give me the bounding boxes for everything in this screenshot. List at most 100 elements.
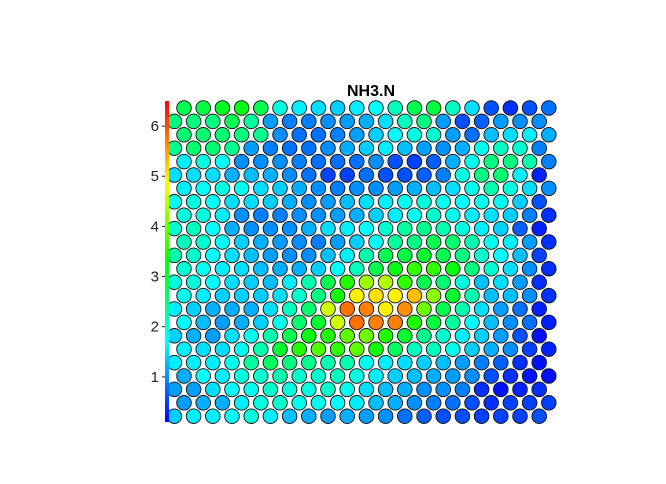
map-cell (454, 328, 471, 344)
map-cell (224, 194, 240, 210)
map-cell (493, 301, 509, 317)
map-cell (176, 153, 192, 170)
map-cell (358, 328, 375, 344)
map-cell (329, 314, 346, 331)
map-cell (320, 301, 336, 317)
map-cell (473, 194, 490, 210)
map-cell (233, 100, 250, 116)
map-cell (406, 287, 423, 304)
map-cell (320, 247, 336, 264)
map-cell (310, 395, 327, 411)
map-cell (502, 127, 519, 143)
map-cell (493, 354, 509, 371)
map-cell (454, 167, 471, 183)
map-cell (454, 140, 471, 156)
map-cell (541, 314, 557, 331)
map-cell (435, 194, 451, 210)
map-cell (349, 127, 365, 143)
map-cell (243, 354, 259, 371)
map-cell (435, 167, 451, 183)
map-cell (368, 314, 384, 331)
map-cell (473, 274, 490, 290)
map-cell (329, 261, 346, 277)
map-cell (377, 140, 394, 156)
map-cell (301, 220, 317, 237)
map-cell (243, 167, 259, 183)
map-cell (233, 261, 250, 277)
map-cell (195, 261, 211, 277)
map-cell (435, 113, 451, 130)
map-cell (262, 220, 279, 237)
map-cell (320, 113, 336, 130)
map-cell (531, 301, 547, 317)
map-cell (214, 180, 231, 197)
map-cell (205, 167, 221, 183)
map-cell (224, 328, 240, 344)
map-cell (205, 301, 221, 317)
map-cell (521, 287, 538, 304)
map-cell (502, 234, 519, 250)
map-cell (339, 328, 355, 344)
map-cell (454, 194, 471, 210)
map-cell (358, 167, 375, 183)
map-cell (281, 167, 298, 183)
map-cell (502, 341, 519, 357)
map-cell (310, 341, 327, 357)
map-cell (166, 140, 183, 156)
map-cell (301, 354, 317, 371)
map-cell (339, 220, 355, 237)
map-cell (166, 220, 183, 237)
map-cell (531, 167, 547, 183)
map-cell (454, 301, 471, 317)
map-cell (454, 220, 471, 237)
map-cell (185, 140, 202, 156)
map-cell (262, 301, 279, 317)
map-cell (416, 113, 432, 130)
map-cell (320, 381, 336, 398)
map-cell (205, 381, 221, 398)
map-cell (416, 381, 432, 398)
map-cell (349, 287, 365, 304)
map-cell (320, 274, 336, 290)
map-cell (301, 113, 317, 130)
map-cell (377, 194, 394, 210)
map-cell (445, 207, 461, 223)
map-cell (541, 100, 557, 116)
map-cell (464, 261, 480, 277)
map-cell (176, 180, 192, 197)
map-cell (521, 100, 538, 116)
map-cell (473, 381, 490, 398)
map-cell (368, 234, 384, 250)
map-cell (521, 368, 538, 384)
map-cell (425, 207, 442, 223)
map-cell (243, 220, 259, 237)
map-cell (339, 140, 355, 156)
map-cell (195, 395, 211, 411)
map-cell (205, 220, 221, 237)
map-cell (464, 180, 480, 197)
map-cell (329, 234, 346, 250)
map-cell (310, 234, 327, 250)
map-cell (502, 261, 519, 277)
map-cell (377, 113, 394, 130)
map-cell (541, 127, 557, 143)
map-cell (301, 301, 317, 317)
map-cell (291, 234, 307, 250)
map-cell (493, 113, 509, 130)
map-cell (541, 261, 557, 277)
map-cell (377, 328, 394, 344)
map-cell (339, 167, 355, 183)
map-cell (291, 314, 307, 331)
map-cell (445, 395, 461, 411)
map-cell (310, 261, 327, 277)
map-cell (224, 220, 240, 237)
map-cell (176, 127, 192, 143)
map-cell (262, 113, 279, 130)
map-cell (473, 140, 490, 156)
map-cell (416, 408, 432, 424)
map-cell (166, 194, 183, 210)
map-cell (349, 341, 365, 357)
map-cell (397, 301, 413, 317)
map-cell (425, 314, 442, 331)
map-cell (493, 381, 509, 398)
